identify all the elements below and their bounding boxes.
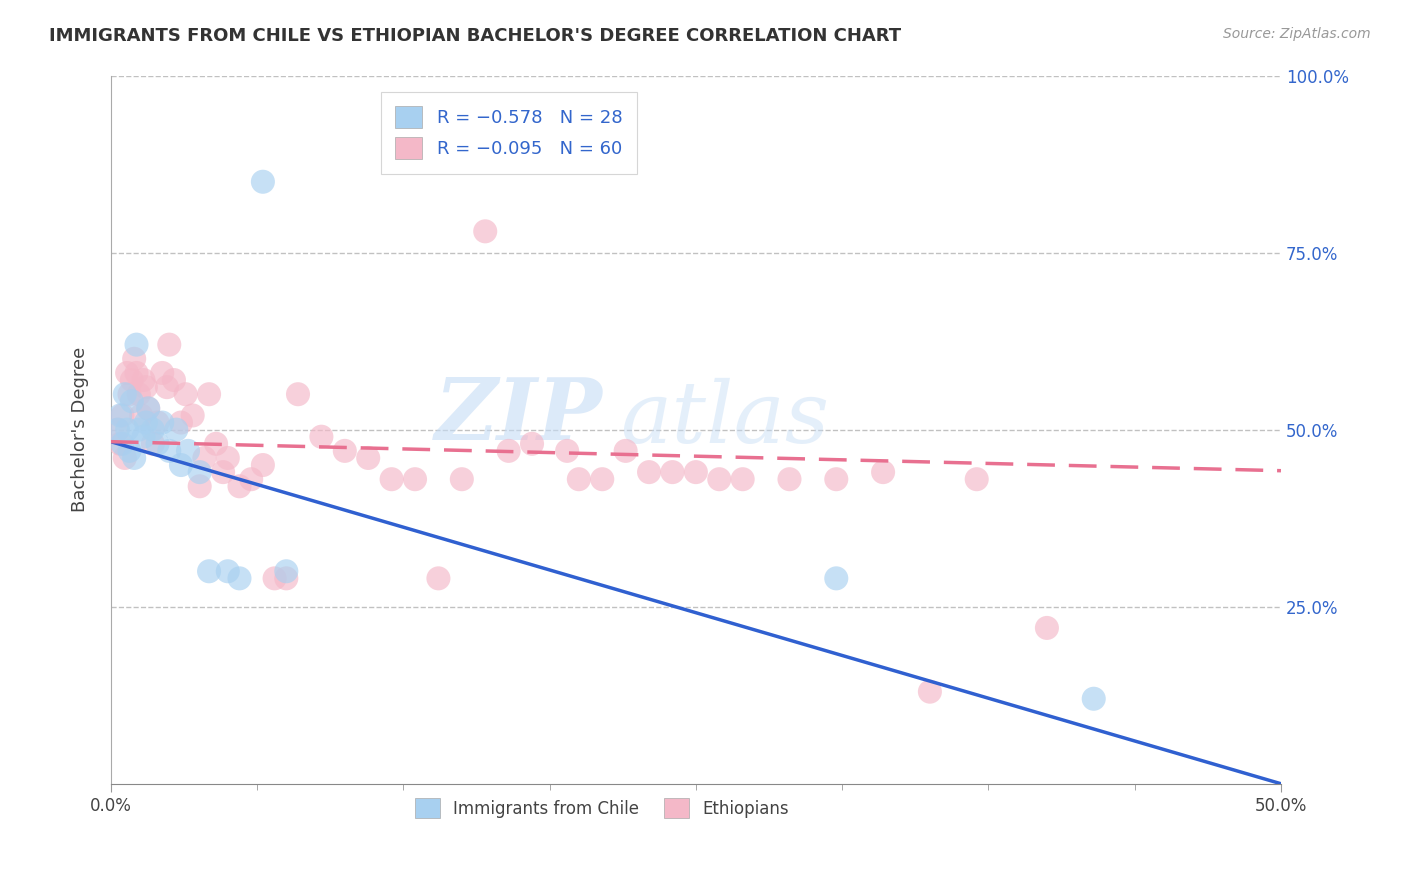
- Point: [115, 423, 138, 437]
- Point: [156, 380, 179, 394]
- Point: [136, 401, 159, 416]
- Point: [638, 465, 661, 479]
- Y-axis label: Bachelor's Degree: Bachelor's Degree: [72, 347, 89, 512]
- Point: [217, 564, 239, 578]
- Point: [177, 443, 200, 458]
- Point: [157, 443, 180, 458]
- Point: [157, 337, 180, 351]
- Point: [107, 423, 129, 437]
- Point: [918, 684, 941, 698]
- Point: [108, 437, 131, 451]
- Point: [198, 564, 221, 578]
- Point: [333, 443, 356, 458]
- Point: [150, 416, 173, 430]
- Point: [555, 443, 578, 458]
- Point: [731, 472, 754, 486]
- Legend: Immigrants from Chile, Ethiopians: Immigrants from Chile, Ethiopians: [408, 791, 796, 825]
- Point: [217, 450, 239, 465]
- Text: Source: ZipAtlas.com: Source: ZipAtlas.com: [1223, 27, 1371, 41]
- Point: [165, 423, 187, 437]
- Point: [118, 387, 141, 401]
- Point: [107, 423, 129, 437]
- Point: [111, 409, 134, 423]
- Point: [966, 472, 988, 486]
- Point: [198, 387, 221, 401]
- Point: [212, 465, 235, 479]
- Point: [122, 351, 145, 366]
- Point: [142, 423, 165, 437]
- Point: [614, 443, 637, 458]
- Point: [520, 437, 543, 451]
- Point: [568, 472, 591, 486]
- Point: [193, 450, 215, 465]
- Point: [685, 465, 707, 479]
- Point: [228, 571, 250, 585]
- Point: [128, 387, 150, 401]
- Point: [474, 224, 496, 238]
- Point: [427, 571, 450, 585]
- Point: [188, 465, 211, 479]
- Point: [450, 472, 472, 486]
- Point: [276, 564, 298, 578]
- Text: ZIP: ZIP: [434, 374, 602, 458]
- Point: [115, 366, 138, 380]
- Point: [404, 472, 426, 486]
- Point: [114, 450, 136, 465]
- Point: [146, 416, 169, 430]
- Point: [381, 472, 404, 486]
- Point: [205, 437, 228, 451]
- Point: [121, 394, 143, 409]
- Point: [135, 380, 157, 394]
- Point: [287, 387, 309, 401]
- Point: [132, 430, 155, 444]
- Point: [132, 373, 155, 387]
- Point: [118, 443, 141, 458]
- Point: [135, 416, 157, 430]
- Point: [142, 437, 165, 451]
- Point: [163, 373, 186, 387]
- Point: [129, 409, 152, 423]
- Point: [125, 366, 148, 380]
- Point: [825, 472, 848, 486]
- Point: [174, 387, 197, 401]
- Point: [591, 472, 613, 486]
- Point: [146, 437, 169, 451]
- Point: [276, 571, 298, 585]
- Text: atlas: atlas: [620, 377, 830, 460]
- Point: [252, 175, 274, 189]
- Point: [872, 465, 894, 479]
- Point: [122, 450, 145, 465]
- Point: [709, 472, 731, 486]
- Point: [228, 479, 250, 493]
- Point: [498, 443, 520, 458]
- Point: [121, 373, 143, 387]
- Point: [311, 430, 333, 444]
- Point: [136, 401, 159, 416]
- Point: [128, 423, 150, 437]
- Point: [181, 409, 204, 423]
- Point: [240, 472, 263, 486]
- Point: [108, 409, 131, 423]
- Point: [150, 366, 173, 380]
- Point: [357, 450, 380, 465]
- Point: [263, 571, 285, 585]
- Point: [170, 458, 193, 472]
- Point: [1083, 691, 1105, 706]
- Point: [111, 437, 134, 451]
- Point: [825, 571, 848, 585]
- Point: [779, 472, 801, 486]
- Point: [170, 416, 193, 430]
- Point: [188, 479, 211, 493]
- Point: [125, 337, 148, 351]
- Point: [661, 465, 683, 479]
- Text: IMMIGRANTS FROM CHILE VS ETHIOPIAN BACHELOR'S DEGREE CORRELATION CHART: IMMIGRANTS FROM CHILE VS ETHIOPIAN BACHE…: [49, 27, 901, 45]
- Point: [114, 387, 136, 401]
- Point: [252, 458, 274, 472]
- Point: [1036, 621, 1059, 635]
